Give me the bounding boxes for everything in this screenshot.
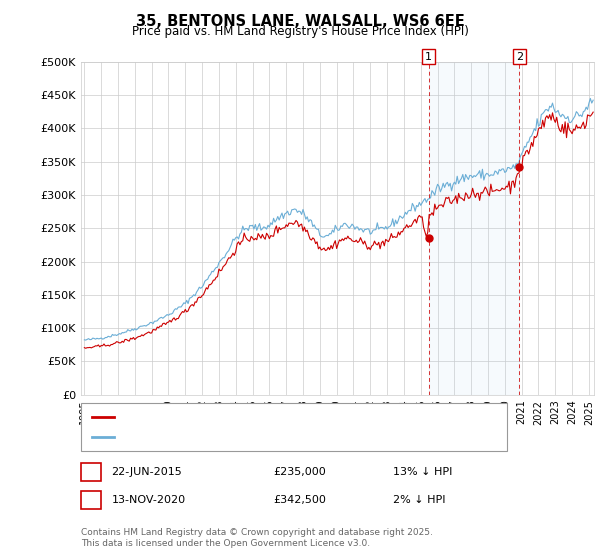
Text: 1: 1 bbox=[425, 52, 432, 62]
Text: HPI: Average price, detached house, South Staffordshire: HPI: Average price, detached house, Sout… bbox=[121, 432, 415, 442]
Text: 1: 1 bbox=[88, 467, 94, 477]
Text: 2% ↓ HPI: 2% ↓ HPI bbox=[393, 495, 445, 505]
Text: 2: 2 bbox=[88, 495, 94, 505]
Text: 13% ↓ HPI: 13% ↓ HPI bbox=[393, 467, 452, 477]
Text: Price paid vs. HM Land Registry's House Price Index (HPI): Price paid vs. HM Land Registry's House … bbox=[131, 25, 469, 38]
Text: 13-NOV-2020: 13-NOV-2020 bbox=[112, 495, 186, 505]
Bar bbox=[428, 62, 520, 395]
Text: 35, BENTONS LANE, WALSALL, WS6 6EE (detached house): 35, BENTONS LANE, WALSALL, WS6 6EE (deta… bbox=[121, 413, 424, 422]
Text: Contains HM Land Registry data © Crown copyright and database right 2025.
This d: Contains HM Land Registry data © Crown c… bbox=[81, 528, 433, 548]
Text: 22-JUN-2015: 22-JUN-2015 bbox=[112, 467, 182, 477]
Text: 2: 2 bbox=[516, 52, 523, 62]
Text: 35, BENTONS LANE, WALSALL, WS6 6EE: 35, BENTONS LANE, WALSALL, WS6 6EE bbox=[136, 14, 464, 29]
Text: £342,500: £342,500 bbox=[273, 495, 326, 505]
Text: £235,000: £235,000 bbox=[273, 467, 326, 477]
